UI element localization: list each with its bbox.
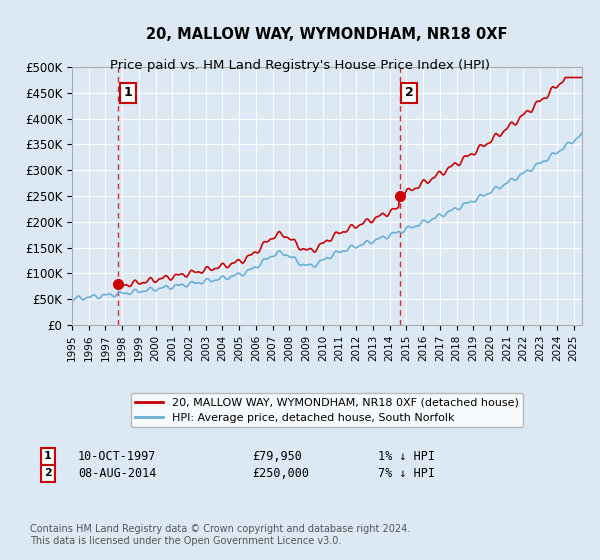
Text: 1: 1 (124, 86, 132, 100)
Text: £79,950: £79,950 (252, 450, 302, 463)
Text: 7% ↓ HPI: 7% ↓ HPI (378, 466, 435, 480)
Text: 1: 1 (44, 451, 52, 461)
Text: 08-AUG-2014: 08-AUG-2014 (78, 466, 157, 480)
Text: £250,000: £250,000 (252, 466, 309, 480)
Text: 1% ↓ HPI: 1% ↓ HPI (378, 450, 435, 463)
Text: 2: 2 (44, 468, 52, 478)
Title: 20, MALLOW WAY, WYMONDHAM, NR18 0XF: 20, MALLOW WAY, WYMONDHAM, NR18 0XF (146, 27, 508, 43)
Text: Price paid vs. HM Land Registry's House Price Index (HPI): Price paid vs. HM Land Registry's House … (110, 59, 490, 72)
Text: Contains HM Land Registry data © Crown copyright and database right 2024.
This d: Contains HM Land Registry data © Crown c… (30, 524, 410, 546)
Text: 2: 2 (405, 86, 413, 100)
Legend: 20, MALLOW WAY, WYMONDHAM, NR18 0XF (detached house), HPI: Average price, detach: 20, MALLOW WAY, WYMONDHAM, NR18 0XF (det… (131, 393, 523, 427)
Text: 10-OCT-1997: 10-OCT-1997 (78, 450, 157, 463)
